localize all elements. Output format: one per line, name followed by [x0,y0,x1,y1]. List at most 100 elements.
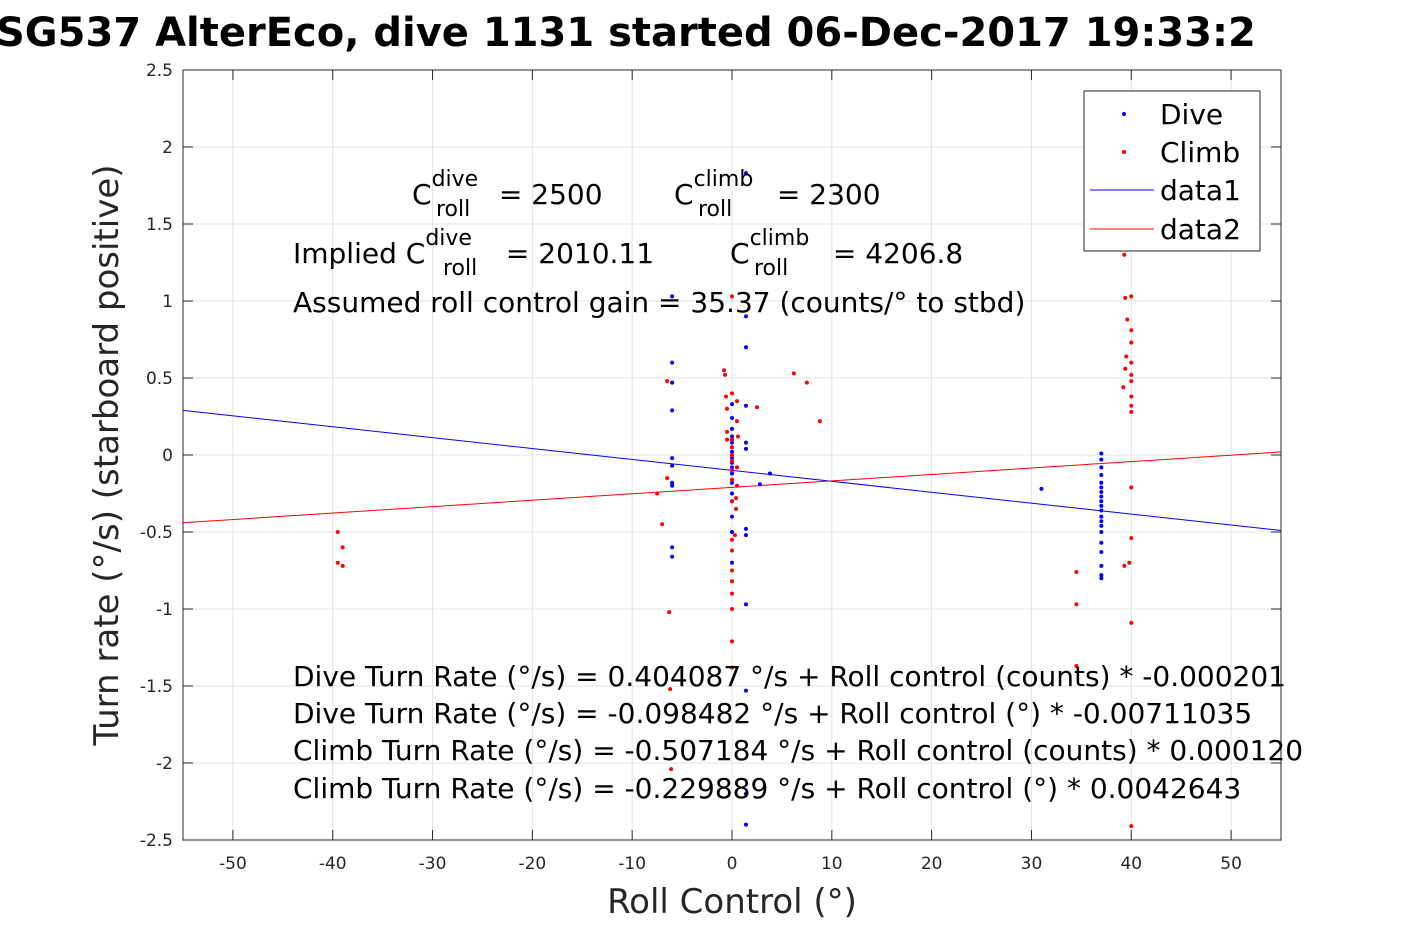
climb-point [730,537,734,542]
implied-c-roll-climb-annotation: Cclimb roll = 4206.8 [730,226,963,281]
y-tick-label: 0 [162,446,173,466]
climb-point [734,419,739,424]
climb-point [335,560,340,565]
climb-point [1129,328,1134,333]
x-tick-label: 40 [1120,854,1142,874]
climb-point [1129,372,1134,377]
climb-point [817,419,822,424]
climb-point [725,406,730,411]
x-tick-label: 0 [727,854,738,874]
climb-point [734,399,739,404]
legend-data2-label: data2 [1160,213,1241,246]
dive-point [730,465,734,470]
climb-point [735,434,740,439]
dive-point [743,791,748,796]
y-tick-label: -2.5 [140,831,173,851]
x-tick-label: -20 [518,854,546,874]
dive-point [1099,489,1104,494]
climb-point [730,665,734,670]
dive-point [670,483,675,488]
implied-climb-subscript: roll [754,256,788,281]
climb-point [1129,620,1134,625]
dive-point [1099,465,1104,470]
dive-point [1099,494,1104,499]
dive-point [730,402,734,407]
y-axis-label: Turn rate (°/s) (starboard positive) [87,164,127,746]
dive-point [1099,485,1104,490]
climb-point [730,445,734,450]
legend-data1-label: data1 [1160,174,1241,207]
dive-point [1099,540,1104,545]
implied-c-roll-annotation: Implied Cdive roll = 2010.11 [293,226,654,281]
climb-point [730,579,734,584]
fit-line-2: Dive Turn Rate (°/s) = -0.098482 °/s + R… [293,697,1252,730]
y-tick-label: 2.5 [146,61,173,81]
fit-line-1: Dive Turn Rate (°/s) = 0.404087 °/s + Ro… [293,660,1286,693]
dive-point [670,380,675,385]
roll-gain-annotation: Assumed roll control gain = 35.37 (count… [293,286,1025,319]
dive-point [730,449,734,454]
climb-point [734,483,739,488]
y-tick-label: -1 [156,600,173,620]
dive-point [1099,519,1104,524]
x-axis-label: Roll Control (°) [607,882,857,922]
climb-point [730,468,734,473]
climb-point [1125,317,1130,322]
dive-point [743,446,748,451]
y-tick-label: -1.5 [140,677,173,697]
dive-point [767,471,772,476]
dive-point [730,440,734,445]
dive-point [670,408,675,413]
implied-dive-subscript: roll [443,256,477,281]
dive-point [730,456,734,461]
dive-point [670,545,675,550]
dive-point [743,822,748,827]
climb-point [655,491,660,496]
climb-point [667,610,672,615]
climb-point [1129,360,1134,365]
dive-point [730,426,734,431]
data2-fit-line [182,451,1282,524]
climb-point [733,496,738,501]
climb-point [665,379,670,384]
legend-box [1083,90,1261,252]
y-tick-label: -0.5 [140,523,173,543]
dive-point [730,416,734,421]
climb-point [723,372,728,377]
climb-point [730,548,734,553]
climb-point [668,687,673,692]
climb-point [1129,485,1134,490]
dive-point [743,688,748,693]
climb-point [733,506,738,511]
climb-point [730,639,734,644]
x-tick-label: 10 [821,854,843,874]
climb-point [730,591,734,596]
dive-point [1099,499,1104,504]
climb-point [724,394,729,399]
climb-point [1121,385,1126,390]
dive-point [1099,530,1104,534]
x-tick-label: -40 [319,854,347,874]
climb-point [730,391,734,396]
climb-point [1122,252,1127,257]
climb-point [804,380,809,385]
axis-ticks: -50 -40 -30 -20 -10 0 10 20 30 40 50-2.5-2-1.5-1-0… [140,61,1281,874]
dive-point [1099,563,1104,568]
dive-point [730,434,734,439]
dive-point [730,471,734,476]
climb-point [734,465,739,470]
dive-point [757,482,762,487]
climb-point [1074,570,1079,575]
legend-dive-marker [1122,112,1126,116]
x-tick-label: 30 [1021,854,1043,874]
c-roll-climb-superscript: climb [694,167,754,192]
climb-point [732,533,737,538]
climb-point [725,437,730,442]
climb-point [791,371,796,376]
dive-point [743,526,748,531]
dive-point [743,602,748,607]
dive-point [730,560,734,565]
dive-point [1099,514,1104,519]
y-tick-label: 1.5 [146,215,173,235]
